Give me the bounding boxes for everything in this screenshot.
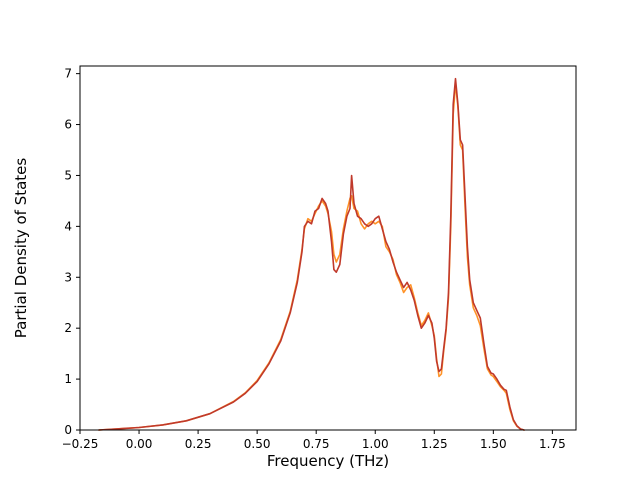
- axes-frame: [79, 65, 577, 431]
- y-tick-label: 5: [64, 168, 72, 182]
- y-tick-label: 7: [64, 67, 72, 81]
- y-tick-label: 3: [64, 270, 72, 284]
- x-tick-label: 1.25: [421, 437, 448, 451]
- x-tick-label: 1.50: [480, 437, 507, 451]
- x-tick-label: 0.75: [303, 437, 330, 451]
- y-axis-label: Partial Density of States: [12, 158, 30, 339]
- x-tick-label: 0.25: [185, 437, 212, 451]
- x-tick-label: 0.00: [126, 437, 153, 451]
- y-tick-label: 2: [64, 321, 72, 335]
- red-series: [98, 77, 525, 431]
- x-tick-label: 0.50: [244, 437, 271, 451]
- y-tick-label: 0: [64, 423, 72, 437]
- plot-area: −0.25 0.00 0.25 0.50 0.75 1.00 1.25 1.50 1.75 0 1 2…: [62, 65, 577, 451]
- x-tick-label: 1.75: [539, 437, 566, 451]
- y-tick-label: 4: [64, 219, 72, 233]
- x-axis-label: Frequency (THz): [267, 452, 389, 470]
- x-tick-label: 1.00: [362, 437, 389, 451]
- y-tick-label: 1: [64, 372, 72, 386]
- y-tick-label: 6: [64, 118, 72, 132]
- x-tick-label: −0.25: [62, 437, 99, 451]
